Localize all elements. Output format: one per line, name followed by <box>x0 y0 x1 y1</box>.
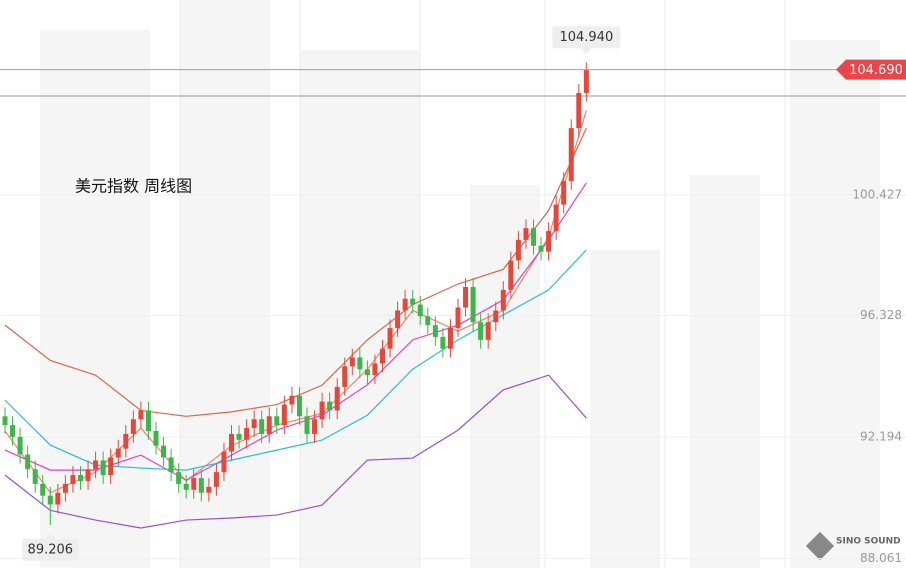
candle-body <box>334 386 340 411</box>
candle-body <box>70 475 76 484</box>
candle-body <box>327 401 333 411</box>
y-tick-label: 92.194 <box>860 430 902 444</box>
candle-body <box>47 495 53 505</box>
candle-body <box>206 486 212 493</box>
candle-body <box>289 395 295 405</box>
candle-body <box>553 204 559 232</box>
candle-body <box>372 363 378 376</box>
high-label: 104.940 <box>559 30 613 45</box>
low-label: 89.206 <box>28 542 74 557</box>
candle-body <box>32 469 38 484</box>
candle-body <box>342 366 348 387</box>
candle-body <box>357 357 363 370</box>
candle-body <box>259 419 265 434</box>
candle-body <box>191 478 197 490</box>
y-tick-label: 100.427 <box>852 188 902 202</box>
indicator-line <box>4 374 587 529</box>
low-label-pointer <box>45 532 56 539</box>
candle-body <box>168 457 174 473</box>
candle-body <box>515 239 521 261</box>
candle-body <box>78 475 83 481</box>
candle-body <box>432 325 438 337</box>
low-label-box <box>22 538 79 561</box>
candle-body <box>455 307 461 329</box>
high-label-pointer <box>581 48 592 55</box>
candle-body <box>395 310 401 329</box>
candle-body <box>312 419 318 434</box>
candle-body <box>425 316 431 326</box>
candle-body <box>447 328 453 349</box>
candle-body <box>130 419 136 434</box>
candle-body <box>176 472 182 484</box>
candle-body <box>440 336 446 349</box>
candle-body <box>349 357 355 367</box>
candle-body <box>576 92 582 129</box>
candle-body <box>251 419 257 429</box>
candle-body <box>470 286 476 323</box>
candle-body <box>25 454 31 470</box>
high-label-box <box>552 26 621 49</box>
candle-body <box>500 289 506 311</box>
candle-body <box>281 404 287 426</box>
candle-body <box>410 298 416 305</box>
candle-body <box>319 401 325 420</box>
candle-body <box>183 483 189 490</box>
last-price-label: 104.690 <box>849 63 903 78</box>
candle-body <box>244 428 250 440</box>
candle-body <box>236 433 242 440</box>
candle-body <box>123 433 129 449</box>
vertical-grid <box>179 0 786 568</box>
last-price-tag <box>836 59 906 80</box>
candle-body <box>62 483 68 493</box>
y-tick-label: 96.328 <box>860 308 902 322</box>
candle-body <box>274 416 280 426</box>
candle-body <box>108 457 114 476</box>
candle-body <box>85 469 91 481</box>
chart-title: 美元指数 周线图 <box>75 177 192 196</box>
candle-body <box>10 425 16 437</box>
candle-body <box>229 433 234 452</box>
candle-body <box>213 472 219 487</box>
candle-body <box>463 286 469 308</box>
candle-body <box>153 430 159 446</box>
candle-body <box>115 448 121 458</box>
candle-body <box>100 460 106 476</box>
candle-body <box>55 492 61 505</box>
candle-body <box>364 369 370 376</box>
candle-body <box>546 231 552 252</box>
candle-body <box>485 322 491 340</box>
candle-body <box>138 410 144 420</box>
candle-body <box>380 348 385 364</box>
candle-body <box>296 395 302 417</box>
candle-body <box>493 310 499 323</box>
candle-body <box>561 181 567 205</box>
candle-body <box>266 416 272 434</box>
candle-body <box>17 436 23 455</box>
candle-body <box>568 128 574 182</box>
candle-body <box>161 445 167 458</box>
candle-body <box>583 69 589 93</box>
candle-body <box>402 298 408 311</box>
candle-body <box>93 460 99 470</box>
y-tick-label: 88.061 <box>860 551 902 565</box>
candle-body <box>2 416 8 426</box>
candle-body <box>523 228 529 240</box>
candle-body <box>304 416 310 434</box>
background-buildings <box>40 0 880 568</box>
candle-body <box>40 483 46 496</box>
candle-body <box>221 451 227 473</box>
watermark-text: SINO SOUND <box>836 537 901 547</box>
candle-body <box>538 245 544 252</box>
candle-body <box>387 328 393 349</box>
candle-body <box>478 322 484 340</box>
watermark: SINO SOUND <box>805 531 901 561</box>
candle-body <box>508 260 514 290</box>
candle-body <box>145 410 151 431</box>
candle-body <box>531 228 536 246</box>
candle-body <box>417 304 423 317</box>
candle-body <box>198 478 204 493</box>
